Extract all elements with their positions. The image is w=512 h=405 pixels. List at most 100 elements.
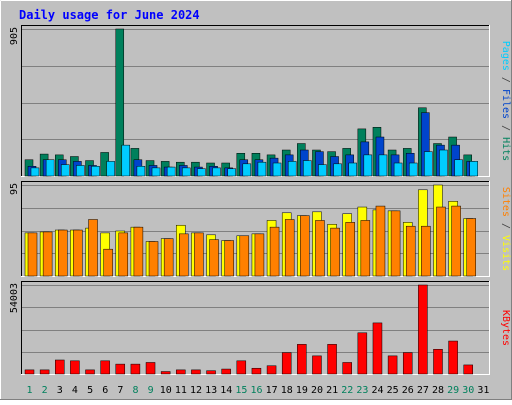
bar-kbytes-day-25 (387, 355, 398, 375)
day-label-20: 20 (311, 385, 323, 396)
max-label-hits: 905 (9, 27, 20, 45)
axis-label-visits: Sites / Visits (500, 187, 511, 271)
axis-label-part: / (500, 217, 511, 235)
max-label-kbytes: 54003 (9, 283, 20, 313)
bar-kbytes-day-21 (327, 344, 337, 375)
bar-kbytes-day-29 (448, 340, 458, 375)
day-label-22: 22 (341, 385, 353, 396)
bar-kbytes-day-20 (312, 355, 322, 375)
bar-kbytes-day-24 (372, 322, 383, 375)
axis-label-part: Sites (500, 187, 511, 217)
bar-pages-day-27 (424, 151, 433, 177)
bar-sites-day-25 (390, 210, 401, 277)
bar-pages-day-6 (106, 161, 115, 177)
day-label-10: 10 (160, 385, 172, 396)
axis-label-part: Files (500, 89, 511, 119)
bar-sites-day-3 (58, 229, 68, 277)
bar-sites-day-27 (421, 225, 431, 277)
bar-kbytes-day-14 (221, 368, 231, 375)
bar-pages-day-11 (182, 167, 191, 177)
day-label-2: 2 (42, 385, 48, 396)
bar-sites-day-29 (451, 205, 461, 277)
day-label-24: 24 (372, 385, 384, 396)
bar-kbytes-day-11 (176, 369, 186, 375)
bar-kbytes-day-4 (70, 360, 80, 375)
bar-pages-day-10 (166, 166, 176, 177)
bar-sites-day-13 (209, 239, 219, 277)
axis-label-part: / (500, 119, 511, 137)
bar-sites-day-19 (300, 215, 310, 277)
bar-sites-day-20 (315, 220, 325, 277)
day-label-29: 29 (447, 385, 459, 396)
day-label-5: 5 (87, 385, 93, 396)
day-label-25: 25 (387, 385, 399, 396)
bar-pages-day-12 (197, 168, 206, 177)
axis-label-part: / (500, 71, 511, 89)
day-label-17: 17 (266, 385, 278, 396)
bar-pages-day-9 (151, 167, 161, 177)
day-label-9: 9 (148, 385, 154, 396)
day-label-14: 14 (220, 385, 232, 396)
axis-label-kbytes: KBytes (500, 310, 511, 346)
bar-kbytes-day-12 (191, 369, 201, 375)
plot-area-hits (21, 25, 490, 177)
day-label-26: 26 (402, 385, 414, 396)
bar-kbytes-day-23 (357, 332, 368, 375)
bar-hits-day-7 (115, 28, 125, 177)
bar-pages-day-22 (348, 162, 357, 177)
bar-pages-day-28 (439, 149, 448, 177)
day-label-27: 27 (417, 385, 429, 396)
day-label-21: 21 (326, 385, 338, 396)
bar-sites-day-30 (466, 218, 476, 277)
day-label-11: 11 (175, 385, 187, 396)
bar-sites-day-14 (224, 240, 234, 277)
day-label-19: 19 (296, 385, 308, 396)
bar-pages-day-13 (212, 167, 221, 177)
bar-pages-day-18 (287, 161, 297, 177)
bar-pages-day-26 (408, 162, 418, 177)
bar-kbytes-day-8 (130, 363, 141, 375)
bar-sites-day-2 (42, 231, 53, 277)
bar-sites-day-16 (254, 233, 265, 277)
bar-sites-day-6 (103, 248, 113, 277)
bar-pages-day-16 (257, 161, 267, 177)
bar-kbytes-day-10 (160, 371, 171, 375)
day-label-12: 12 (190, 385, 202, 396)
bar-sites-day-1 (27, 232, 38, 277)
day-label-31: 31 (477, 385, 489, 396)
bar-kbytes-day-7 (115, 363, 126, 375)
axis-label-part: Visits (500, 235, 511, 271)
bar-sites-day-22 (345, 222, 355, 277)
bar-sites-day-21 (330, 227, 340, 277)
bar-sites-day-17 (269, 226, 280, 277)
bar-kbytes-day-18 (281, 352, 292, 375)
bar-kbytes-day-5 (85, 369, 95, 375)
bar-pages-day-30 (469, 161, 478, 177)
bar-kbytes-day-28 (433, 349, 443, 375)
bar-sites-day-12 (194, 232, 204, 277)
bar-kbytes-day-9 (145, 362, 156, 375)
bar-sites-day-10 (163, 238, 174, 277)
bar-kbytes-day-1 (24, 369, 35, 375)
bar-pages-day-24 (378, 154, 388, 177)
bar-pages-day-3 (61, 164, 70, 177)
bar-sites-day-28 (436, 206, 446, 277)
bar-sites-day-11 (179, 233, 189, 277)
axis-label-hits: Pages / Files / Hits (500, 41, 511, 161)
bar-kbytes-day-2 (39, 369, 50, 375)
bar-sites-day-9 (148, 241, 159, 277)
bar-kbytes-day-30 (463, 364, 473, 375)
bar-kbytes-day-19 (297, 344, 307, 375)
bar-pages-day-14 (227, 168, 236, 177)
bar-kbytes-day-17 (266, 365, 277, 375)
bar-kbytes-day-27 (418, 284, 428, 375)
bar-pages-day-8 (136, 166, 146, 177)
bar-pages-day-15 (242, 163, 252, 177)
bar-pages-day-5 (91, 166, 100, 177)
bar-kbytes-day-13 (206, 370, 216, 375)
bar-pages-day-2 (45, 159, 55, 177)
day-label-23: 23 (356, 385, 368, 396)
day-label-18: 18 (281, 385, 293, 396)
bar-pages-day-21 (333, 163, 342, 177)
